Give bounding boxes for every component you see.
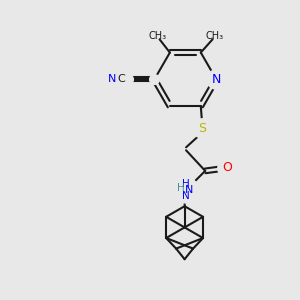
Text: H: H xyxy=(177,183,184,193)
Text: H
N: H N xyxy=(182,179,190,201)
Text: S: S xyxy=(198,122,206,135)
Text: O: O xyxy=(222,161,232,174)
Text: N: N xyxy=(107,74,116,84)
Text: CH₃: CH₃ xyxy=(206,31,224,41)
Text: N: N xyxy=(212,73,221,86)
Text: N: N xyxy=(185,185,193,195)
Text: C: C xyxy=(118,74,125,84)
Text: CH₃: CH₃ xyxy=(148,31,166,41)
